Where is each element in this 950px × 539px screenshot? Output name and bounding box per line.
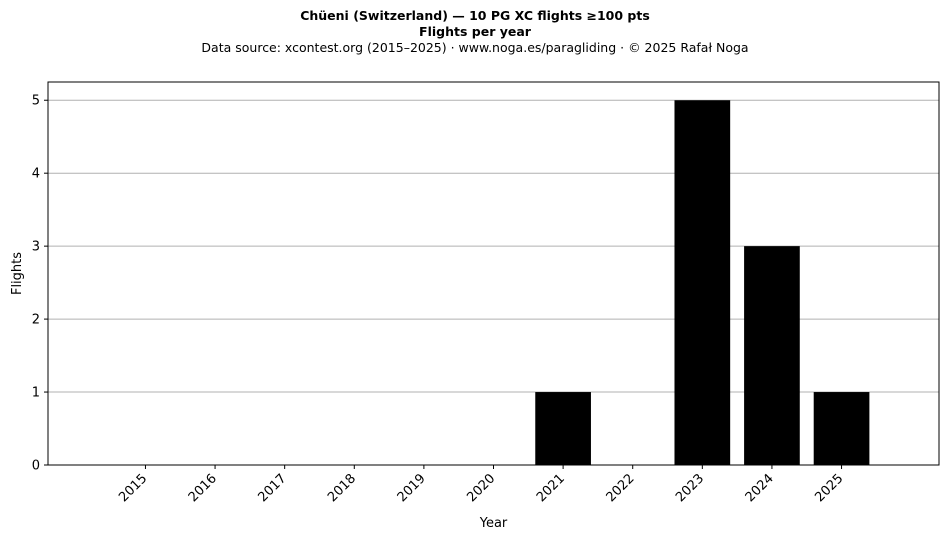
chart-header: Chüeni (Switzerland) — 10 PG XC flights …: [0, 8, 950, 56]
chart-source: Data source: xcontest.org (2015–2025) · …: [201, 40, 749, 55]
bar-2024: [744, 246, 800, 465]
x-tick-label: 2020: [464, 471, 498, 505]
y-axis-title: Flights: [10, 252, 25, 295]
bar-2023: [674, 100, 731, 465]
x-tick-label: 2018: [325, 471, 359, 505]
plot-frame: [47, 81, 940, 466]
chart-title: Chüeni (Switzerland) — 10 PG XC flights …: [300, 8, 650, 23]
x-tick-label: 2023: [673, 471, 707, 505]
grid-lines: [48, 99, 939, 393]
y-tick-label: 1: [32, 386, 40, 401]
chart-subtitle: Flights per year: [419, 24, 531, 39]
x-tick-label: 2015: [116, 471, 150, 505]
y-tick-label: 3: [32, 240, 40, 255]
x-axis-title: Year: [479, 516, 508, 531]
x-tick-label: 2017: [255, 471, 289, 505]
x-tick-label: 2016: [186, 471, 220, 505]
x-tick-label: 2021: [534, 471, 568, 505]
bar-2021: [535, 392, 591, 465]
x-tick-label: 2022: [604, 471, 638, 505]
bar-2025: [813, 392, 870, 465]
y-tick-label: 0: [32, 459, 40, 474]
bars: [535, 100, 870, 465]
x-tick-label: 2024: [743, 471, 777, 505]
x-tick-label: 2025: [812, 471, 846, 505]
x-tick-label: 2019: [395, 471, 429, 505]
y-tick-label: 5: [32, 94, 40, 109]
y-tick-label: 4: [32, 167, 40, 182]
y-tick-label: 2: [32, 313, 40, 328]
